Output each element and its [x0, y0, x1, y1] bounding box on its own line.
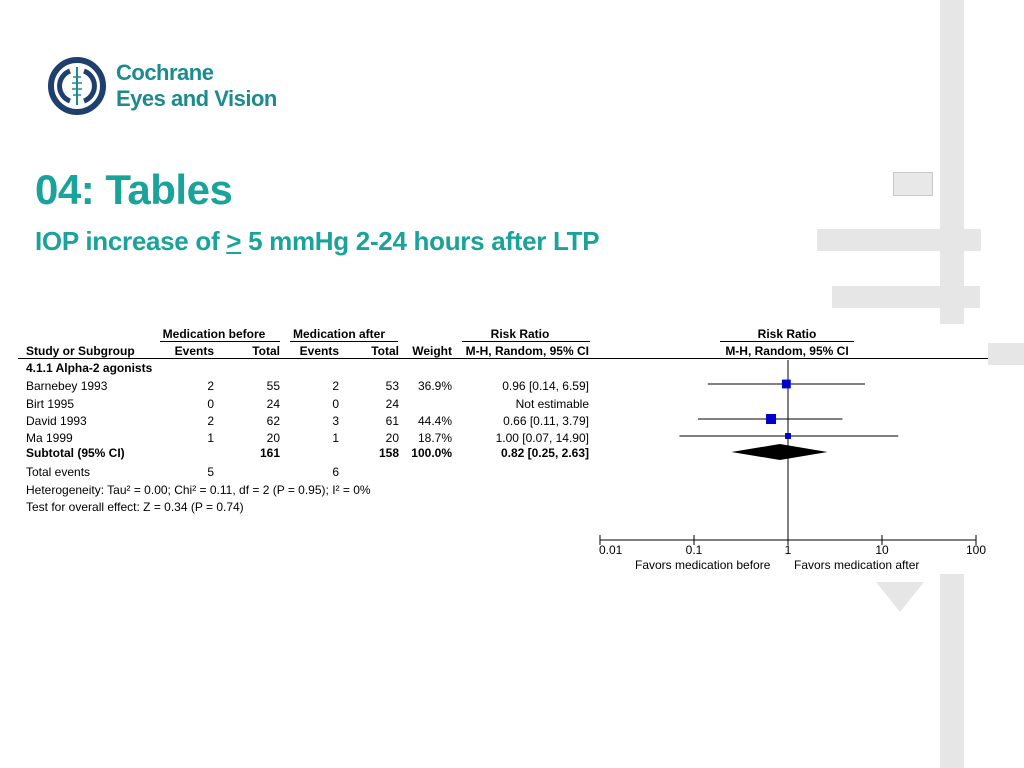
row-events2: 1: [332, 431, 339, 445]
header-plot-risk-ratio: Risk Ratio: [757, 327, 817, 341]
col-total1: Total: [252, 344, 280, 358]
row-events1: 0: [207, 397, 214, 411]
row-rr: 1.00 [0.07, 14.90]: [495, 431, 589, 445]
row-weight: 44.4%: [417, 414, 452, 428]
row-total1: 24: [266, 397, 280, 411]
row-total2: 53: [385, 379, 399, 393]
slide-title: 04: Tables: [35, 166, 233, 213]
xlabel-left: Favors medication before: [635, 558, 771, 572]
header-risk-ratio: Risk Ratio: [490, 327, 550, 341]
row-rr: 0.96 [0.14, 6.59]: [502, 379, 589, 393]
subtitle-post: 5 mmHg 2-24 hours after LTP: [241, 226, 600, 256]
row-weight: 36.9%: [417, 379, 452, 393]
col-total2: Total: [371, 344, 399, 358]
col-events1: Events: [174, 344, 214, 358]
row-total2: 24: [385, 397, 399, 411]
col-study: Study or Subgroup: [26, 344, 135, 358]
total-events2: 6: [332, 465, 339, 479]
logo-line1: Cochrane: [116, 60, 214, 85]
subtotal-rr: 0.82 [0.25, 2.63]: [500, 446, 589, 460]
deco-bar-horizontal-2: [832, 286, 980, 308]
row-total1: 62: [266, 414, 280, 428]
row-study: David 1993: [26, 414, 87, 428]
col-weight: Weight: [412, 344, 452, 358]
row-total2: 61: [385, 414, 399, 428]
deco-bar-horizontal-1: [817, 229, 981, 251]
header-medication-before: Medication before: [162, 327, 266, 341]
row-events2: 0: [332, 397, 339, 411]
overall-effect-text: Test for overall effect: Z = 0.34 (P = 0…: [26, 500, 244, 514]
row-total1: 55: [266, 379, 280, 393]
subtitle-pre: IOP increase of: [35, 226, 227, 256]
x-tick-label: 0.1: [686, 543, 703, 557]
header-plot-risk-ratio-underline: [720, 341, 854, 342]
col-events2: Events: [299, 344, 339, 358]
logo-text: Cochrane Eyes and Vision: [116, 60, 277, 112]
row-events1: 2: [207, 414, 214, 428]
row-events1: 1: [207, 431, 214, 445]
header-rule: [18, 358, 988, 359]
subtotal-weight: 100.0%: [411, 446, 452, 460]
deco-block-1: [893, 172, 933, 196]
row-total1: 20: [266, 431, 280, 445]
row-total2: 20: [385, 431, 399, 445]
x-tick-label: 10: [875, 543, 889, 557]
total-events1: 5: [207, 465, 214, 479]
point-marker: [785, 433, 791, 439]
logo-line2: Eyes and Vision: [116, 86, 277, 111]
forest-plot-background: [18, 324, 988, 574]
point-marker: [781, 379, 791, 389]
xlabel-right: Favors medication after: [794, 558, 920, 572]
col-method: M-H, Random, 95% CI: [465, 344, 589, 358]
row-weight: 18.7%: [417, 431, 452, 445]
cochrane-logo-icon: [48, 57, 106, 115]
header-medication-after-underline: [290, 341, 398, 342]
row-study: Ma 1999: [26, 431, 73, 445]
row-study: Birt 1995: [26, 397, 75, 411]
x-tick-label: 100: [966, 543, 986, 557]
subtitle-ge-symbol: >: [226, 226, 242, 256]
x-tick-label: 1: [785, 543, 792, 557]
pooled-diamond: [731, 444, 828, 460]
subtotal-total2: 158: [378, 446, 399, 460]
deco-diamond: [876, 582, 924, 612]
header-medication-after: Medication after: [292, 327, 385, 341]
heterogeneity-text: Heterogeneity: Tau² = 0.00; Chi² = 0.11,…: [26, 483, 371, 497]
row-events2: 3: [332, 414, 339, 428]
point-marker: [766, 414, 777, 424]
row-events2: 2: [332, 379, 339, 393]
subtotal-total1: 161: [259, 446, 280, 460]
col-plot-method: M-H, Random, 95% CI: [725, 344, 849, 358]
row-events1: 2: [207, 379, 214, 393]
row-rr: Not estimable: [515, 397, 589, 411]
x-tick-label: 0.01: [599, 543, 623, 557]
subgroup-title: 4.1.1 Alpha-2 agonists: [26, 361, 153, 375]
deco-bar-horizontal-3: [988, 343, 1024, 365]
row-rr: 0.66 [0.11, 3.79]: [503, 414, 589, 428]
subtotal-label: Subtotal (95% CI): [26, 446, 125, 460]
header-medication-before-underline: [160, 341, 280, 342]
header-risk-ratio-underline: [462, 341, 590, 342]
slide-subtitle: IOP increase of > 5 mmHg 2-24 hours afte…: [35, 226, 600, 257]
total-events-label: Total events: [26, 465, 91, 479]
row-study: Barnebey 1993: [26, 379, 108, 393]
